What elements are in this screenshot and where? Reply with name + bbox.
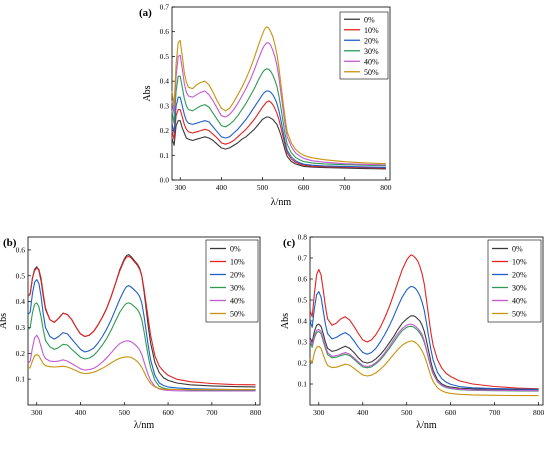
series-line-40pct — [309, 323, 539, 392]
legend-entry-label: 30% — [364, 47, 379, 56]
y-tick-label: 0.4 — [298, 317, 308, 326]
legend-entry-label: 10% — [364, 26, 379, 35]
x-tick-label: 400 — [357, 408, 369, 417]
x-axis-title: λ/nm — [271, 197, 292, 208]
series-line-10pct — [171, 100, 386, 169]
panel-label: (a) — [139, 7, 152, 19]
y-tick-label: 0.3 — [298, 338, 308, 347]
y-axis-title: Abs — [142, 85, 153, 101]
x-tick-label: 400 — [216, 183, 228, 192]
series-line-50pct — [309, 340, 539, 397]
series-line-30pct — [171, 68, 386, 167]
series-line-20pct — [27, 279, 256, 391]
y-tick-label: 0.1 — [16, 375, 26, 384]
x-tick-label: 300 — [175, 183, 187, 192]
legend-entry-label: 20% — [230, 271, 245, 280]
series-line-20pct — [171, 90, 386, 168]
legend-entry-label: 20% — [364, 36, 379, 45]
y-tick-label: 0.3 — [16, 323, 26, 332]
legend-entry-label: 10% — [230, 258, 245, 267]
x-tick-label: 700 — [206, 408, 218, 417]
legend-entry-label: 50% — [230, 310, 245, 319]
x-tick-label: 300 — [313, 408, 325, 417]
y-tick-label: 0.1 — [298, 380, 308, 389]
chart-panel-3: (c) 300 400 500 600 700 800 0.1 0.2 0.3 0.4 0.5 0.6 0… — [280, 233, 544, 432]
y-tick-label: 0.5 — [160, 52, 170, 61]
legend-entry-label: 0% — [512, 245, 523, 254]
x-tick-label: 800 — [380, 183, 392, 192]
x-tick-label: 600 — [162, 408, 174, 417]
series-line-40pct — [171, 42, 386, 166]
series-line-20pct — [309, 285, 539, 390]
y-tick-label: 0.6 — [298, 275, 308, 284]
panel-label: (b) — [3, 237, 17, 249]
y-tick-label: 0.2 — [160, 126, 170, 135]
y-tick-label: 0.0 — [160, 176, 170, 185]
x-tick-label: 700 — [339, 183, 351, 192]
x-tick-label: 800 — [250, 408, 262, 417]
series-line-30pct — [27, 302, 256, 392]
y-tick-label: 0.4 — [16, 297, 26, 306]
legend-entry-label: 40% — [230, 297, 245, 306]
series-line-10pct — [27, 255, 256, 386]
series-line-10pct — [309, 254, 539, 390]
x-axis-title: λ/nm — [134, 420, 155, 431]
chart-panel-1: (a) 300 400 500 600 700 800 0.0 0.1 0.2 0.3 0.4 0.5 0… — [139, 3, 392, 209]
y-tick-label: 0.2 — [298, 359, 308, 368]
x-tick-label: 500 — [401, 408, 413, 417]
y-tick-label: 0.7 — [160, 3, 170, 12]
x-tick-label: 600 — [445, 408, 457, 417]
legend-entry-label: 0% — [230, 245, 241, 254]
x-tick-label: 500 — [119, 408, 131, 417]
legend-entry-label: 40% — [512, 297, 527, 306]
x-axis-title: λ/nm — [416, 420, 437, 431]
y-tick-label: 0.2 — [16, 349, 26, 358]
legend-entry-label: 50% — [512, 310, 527, 319]
y-axis-title: Abs — [0, 313, 9, 329]
legend-entry-label: 50% — [364, 68, 379, 77]
x-tick-label: 700 — [489, 408, 501, 417]
x-tick-label: 400 — [75, 408, 87, 417]
panel-label: (c) — [283, 237, 296, 249]
series-line-40pct — [27, 334, 256, 392]
chart-panel-2: (b) 300 400 500 600 700 800 0.1 0.2 0.3 0.4 0.5 0.6 λ… — [0, 236, 262, 431]
legend-entry-label: 20% — [512, 271, 527, 280]
legend-box — [205, 239, 259, 323]
y-tick-label: 0.6 — [16, 245, 26, 254]
legend-entry-label: 0% — [364, 15, 375, 24]
series-line-50pct — [27, 354, 256, 391]
legend-entry-label: 30% — [512, 284, 527, 293]
y-tick-label: 0.5 — [298, 296, 308, 305]
series-line-50pct — [171, 26, 386, 165]
x-tick-label: 800 — [533, 408, 545, 417]
x-tick-label: 600 — [298, 183, 310, 192]
y-tick-label: 0.7 — [298, 254, 308, 263]
legend-entry-label: 10% — [512, 258, 527, 267]
plot-frame — [27, 236, 261, 406]
y-tick-label: 0.3 — [160, 101, 170, 110]
legend-entry-label: 40% — [364, 57, 379, 66]
legend-box — [487, 239, 542, 323]
y-tick-label: 0.1 — [160, 151, 170, 160]
series-line-0pct — [309, 315, 539, 391]
y-tick-label: 0.8 — [298, 233, 308, 242]
y-tick-label: 0.4 — [160, 77, 170, 86]
y-tick-label: 0.5 — [16, 271, 26, 280]
y-tick-label: 0.6 — [160, 27, 170, 36]
legend-box — [339, 11, 389, 80]
legend-entry-label: 30% — [230, 284, 245, 293]
y-axis-title: Abs — [280, 313, 291, 329]
x-tick-label: 300 — [31, 408, 43, 417]
x-tick-label: 500 — [257, 183, 269, 192]
series-line-30pct — [309, 325, 539, 392]
series-line-0pct — [171, 116, 386, 170]
